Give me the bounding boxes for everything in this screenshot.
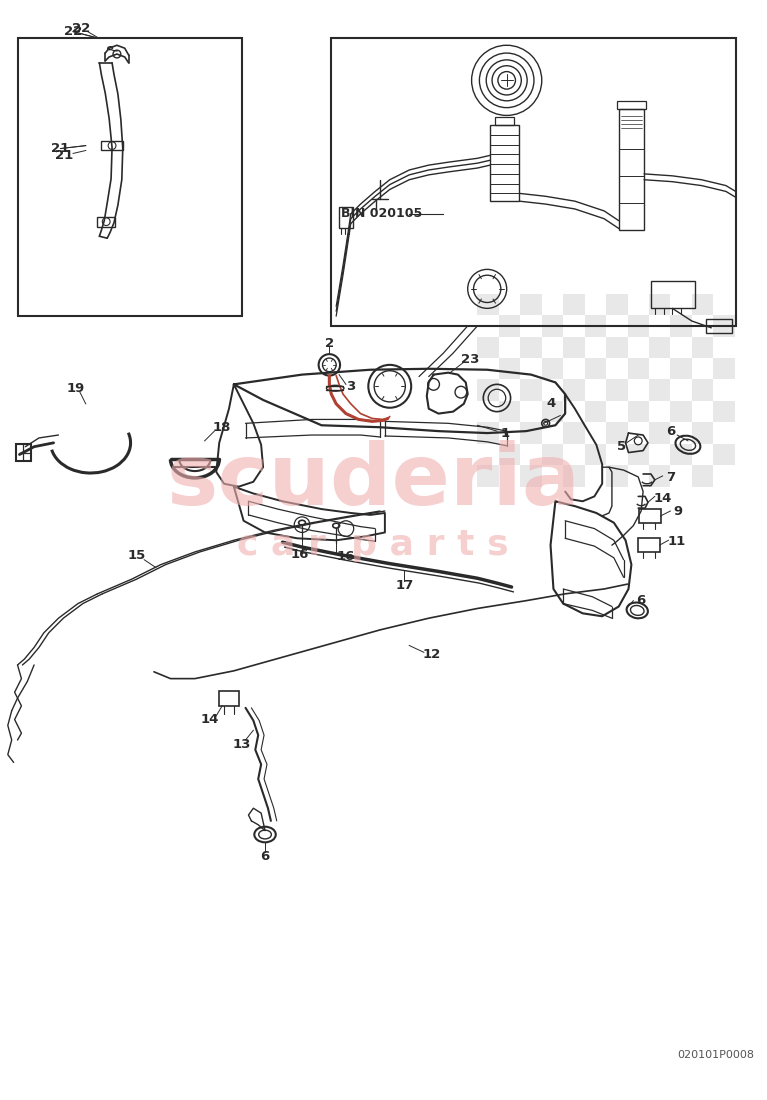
Bar xyxy=(670,443,692,465)
Bar xyxy=(692,422,713,443)
Bar xyxy=(477,337,499,358)
Bar xyxy=(617,101,646,109)
Bar xyxy=(584,443,606,465)
Bar xyxy=(563,337,584,358)
Text: 020101P0008: 020101P0008 xyxy=(677,1049,754,1059)
Text: scuderia: scuderia xyxy=(166,440,580,524)
Bar xyxy=(490,125,519,201)
Bar xyxy=(499,358,520,379)
Bar xyxy=(520,465,542,486)
Text: 6: 6 xyxy=(637,594,646,607)
Bar xyxy=(542,443,563,465)
Text: 4: 4 xyxy=(547,397,556,410)
Text: 7: 7 xyxy=(666,472,675,484)
Bar xyxy=(713,400,735,422)
Bar xyxy=(627,443,649,465)
Bar xyxy=(649,294,670,316)
Bar xyxy=(542,316,563,337)
Bar xyxy=(692,379,713,400)
Bar xyxy=(499,316,520,337)
Text: 22: 22 xyxy=(72,22,90,35)
Bar xyxy=(713,316,735,337)
Bar xyxy=(649,422,670,443)
Text: 21: 21 xyxy=(51,142,70,155)
Text: 3: 3 xyxy=(346,379,355,393)
Bar xyxy=(627,400,649,422)
Text: 6: 6 xyxy=(261,850,270,864)
Bar xyxy=(477,465,499,486)
Bar xyxy=(619,109,644,230)
Bar xyxy=(563,294,584,316)
Text: BIN 020105: BIN 020105 xyxy=(341,207,423,220)
Bar xyxy=(606,422,627,443)
Text: 17: 17 xyxy=(395,579,413,592)
Bar xyxy=(520,294,542,316)
Text: 15: 15 xyxy=(127,549,146,562)
Bar xyxy=(101,141,123,151)
Bar xyxy=(97,217,115,227)
Text: 1: 1 xyxy=(500,427,509,440)
Bar xyxy=(219,691,239,706)
Bar xyxy=(713,443,735,465)
Bar xyxy=(649,337,670,358)
Text: c a r  p a r t s: c a r p a r t s xyxy=(237,528,509,562)
Text: 23: 23 xyxy=(462,353,480,366)
Text: 18: 18 xyxy=(213,420,232,433)
Bar xyxy=(584,358,606,379)
Bar xyxy=(639,509,660,522)
Text: 16: 16 xyxy=(337,550,355,563)
Text: 16: 16 xyxy=(291,549,309,561)
Bar xyxy=(670,316,692,337)
Bar xyxy=(477,294,499,316)
Bar xyxy=(563,379,584,400)
Text: 19: 19 xyxy=(67,382,85,395)
Bar xyxy=(649,465,670,486)
Bar xyxy=(713,358,735,379)
Bar xyxy=(331,39,736,326)
Bar xyxy=(520,379,542,400)
Bar xyxy=(627,316,649,337)
Bar xyxy=(520,422,542,443)
Text: 22: 22 xyxy=(64,25,82,39)
Bar xyxy=(495,118,515,125)
Text: 5: 5 xyxy=(617,440,626,453)
Text: 21: 21 xyxy=(55,148,74,162)
Bar xyxy=(477,379,499,400)
Bar xyxy=(584,316,606,337)
Bar xyxy=(477,422,499,443)
Bar xyxy=(15,443,31,461)
Text: 12: 12 xyxy=(423,648,441,661)
Bar xyxy=(563,465,584,486)
Text: 2: 2 xyxy=(324,337,334,350)
Text: 14: 14 xyxy=(200,713,219,726)
Bar xyxy=(18,39,242,316)
Text: 9: 9 xyxy=(673,506,683,518)
Bar xyxy=(692,465,713,486)
Bar xyxy=(670,400,692,422)
Bar xyxy=(606,379,627,400)
Bar xyxy=(649,379,670,400)
Bar xyxy=(520,337,542,358)
Bar xyxy=(627,358,649,379)
Bar xyxy=(606,465,627,486)
Bar xyxy=(542,358,563,379)
Bar xyxy=(499,400,520,422)
Bar xyxy=(606,337,627,358)
Text: 14: 14 xyxy=(653,492,672,505)
Bar xyxy=(651,282,695,308)
Bar xyxy=(692,337,713,358)
Text: 11: 11 xyxy=(667,535,686,548)
Bar xyxy=(563,422,584,443)
Bar xyxy=(638,538,660,552)
Bar xyxy=(542,400,563,422)
Bar xyxy=(706,319,732,332)
Bar xyxy=(499,443,520,465)
Text: 6: 6 xyxy=(666,425,675,438)
Bar xyxy=(606,294,627,316)
Bar xyxy=(339,207,353,229)
Bar xyxy=(692,294,713,316)
Text: 13: 13 xyxy=(232,738,251,751)
Bar xyxy=(584,400,606,422)
Bar xyxy=(670,358,692,379)
